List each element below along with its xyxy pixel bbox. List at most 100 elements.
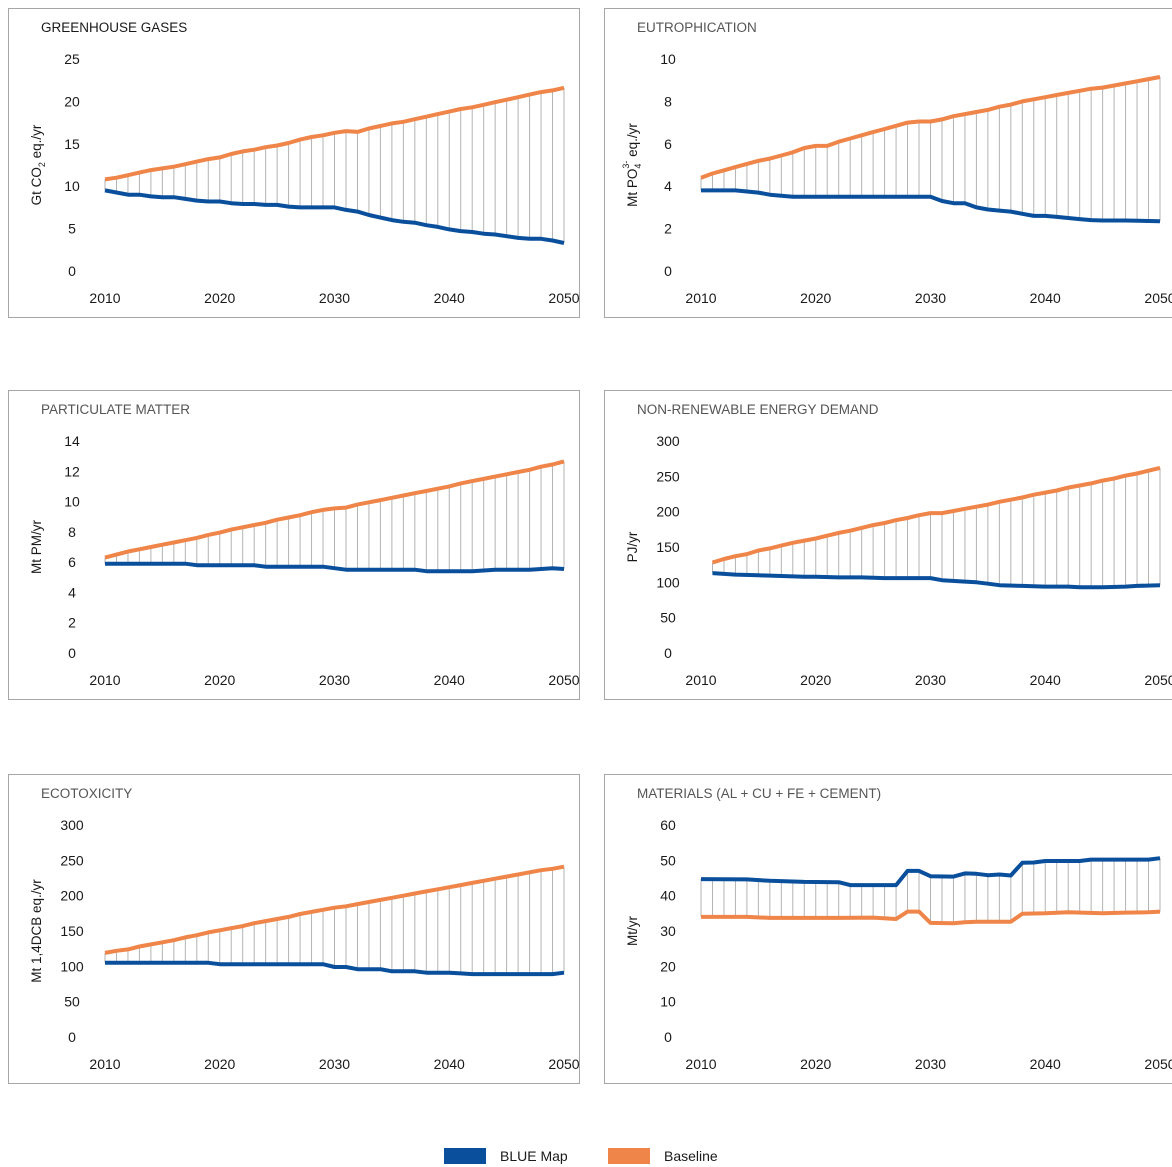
series-line-blue-map	[105, 960, 565, 977]
y-tick-label: 100	[656, 574, 680, 590]
y-tick-label: 100	[60, 958, 84, 974]
x-tick-label: 2010	[89, 672, 120, 688]
chart-panel-greenhouse-gases: GREENHOUSE GASES Gt CO2 eq./yr 0 5 10 15 20 25 2…	[8, 8, 580, 318]
legend-swatch-blue-map	[444, 1148, 486, 1164]
y-tick-label: 0	[68, 1029, 76, 1045]
x-tick-label: 2040	[1030, 1056, 1061, 1072]
y-tick-label: 0	[68, 645, 76, 661]
chart-svg-ecotoxicity: ECOTOXICITY Mt 1,4DCB eq./yr 0 50 100 150 200 2…	[29, 786, 580, 1072]
y-axis-label: Gt CO2 eq./yr	[29, 124, 47, 205]
y-axis-label: Mt PM/yr	[29, 520, 44, 574]
chart-legend: BLUE Map Baseline	[0, 1146, 1172, 1166]
legend-swatch-baseline	[608, 1148, 650, 1164]
x-tick-label: 2050	[548, 290, 579, 306]
x-tick-label: 2020	[204, 290, 235, 306]
x-tick-label: 2030	[915, 290, 946, 306]
chart-panel-eutrophication: EUTROPHICATION Mt PO43- eq./yr 0 2 4 6 8 10 2010…	[604, 8, 1172, 318]
x-tick-label: 2020	[800, 1056, 831, 1072]
chart-svg-non-renewable-energy: NON-RENEWABLE ENERGY DEMAND PJ/yr 0 50 100 15…	[625, 402, 1172, 688]
y-tick-label: 14	[64, 433, 80, 449]
y-tick-label: 0	[664, 645, 672, 661]
legend-label-blue-map: BLUE Map	[500, 1148, 568, 1164]
x-tick-label: 2010	[89, 1056, 120, 1072]
chart-svg-greenhouse-gases: GREENHOUSE GASES Gt CO2 eq./yr 0 5 10 15 20 25 2…	[29, 20, 580, 306]
y-tick-label: 150	[60, 923, 84, 939]
chart-panel-materials: MATERIALS (AL + CU + FE + CEMENT) Mt/yr 0 1…	[604, 774, 1172, 1084]
chart-panel-ecotoxicity: ECOTOXICITY Mt 1,4DCB eq./yr 0 50 100 150 200 2…	[8, 774, 580, 1084]
chart-title: NON-RENEWABLE ENERGY DEMAND	[637, 402, 879, 417]
legend-label-baseline: Baseline	[664, 1148, 718, 1164]
series-line-baseline	[701, 909, 1161, 926]
y-axis-label: Mt/yr	[625, 916, 640, 946]
chart-svg-eutrophication: EUTROPHICATION Mt PO43- eq./yr 0 2 4 6 8 10 2010…	[621, 20, 1172, 306]
x-tick-label: 2040	[434, 1056, 465, 1072]
y-tick-label: 0	[68, 263, 76, 279]
chart-title: GREENHOUSE GASES	[41, 20, 187, 35]
x-tick-label: 2040	[1030, 290, 1061, 306]
y-axis-label: Mt PO43- eq./yr	[621, 123, 643, 207]
chart-svg-materials: MATERIALS (AL + CU + FE + CEMENT) Mt/yr 0 1…	[625, 786, 1172, 1072]
y-tick-label: 2	[68, 615, 76, 631]
y-tick-label: 50	[660, 852, 676, 868]
chart-panel-non-renewable-energy: NON-RENEWABLE ENERGY DEMAND PJ/yr 0 50 100 15…	[604, 390, 1172, 700]
y-tick-label: 200	[60, 888, 84, 904]
y-tick-label: 6	[664, 136, 672, 152]
y-tick-label: 50	[660, 610, 676, 626]
y-tick-label: 12	[64, 463, 80, 479]
series-line-blue-map	[701, 188, 1161, 224]
y-tick-label: 40	[660, 888, 676, 904]
x-tick-label: 2020	[800, 672, 831, 688]
y-tick-label: 0	[664, 1029, 672, 1045]
chart-title: ECOTOXICITY	[41, 786, 132, 801]
y-tick-label: 8	[68, 524, 76, 540]
chart-title: PARTICULATE MATTER	[41, 402, 190, 417]
y-tick-label: 30	[660, 923, 676, 939]
series-line-blue-map	[712, 571, 1161, 590]
y-tick-label: 4	[68, 584, 76, 600]
y-tick-label: 10	[64, 494, 80, 510]
legend-item-blue-map: BLUE Map	[444, 1146, 568, 1166]
y-tick-label: 10	[660, 51, 676, 67]
y-tick-label: 8	[664, 93, 672, 109]
series-line-blue-map	[105, 561, 565, 574]
series-line-baseline	[104, 459, 565, 560]
x-tick-label: 2050	[1144, 672, 1172, 688]
y-tick-label: 20	[64, 93, 80, 109]
y-tick-label: 60	[660, 817, 676, 833]
series-line-baseline	[104, 85, 565, 182]
y-axis-label: PJ/yr	[625, 531, 640, 562]
x-tick-label: 2030	[319, 290, 350, 306]
y-tick-label: 50	[64, 994, 80, 1010]
y-tick-label: 2	[664, 221, 672, 237]
x-tick-label: 2010	[685, 672, 716, 688]
y-tick-label: 4	[664, 178, 672, 194]
x-tick-label: 2030	[319, 1056, 350, 1072]
chart-title: EUTROPHICATION	[637, 20, 757, 35]
x-tick-label: 2020	[204, 1056, 235, 1072]
y-tick-label: 250	[656, 468, 680, 484]
x-tick-label: 2040	[1030, 672, 1061, 688]
x-tick-label: 2040	[434, 290, 465, 306]
x-tick-label: 2010	[89, 290, 120, 306]
chart-panel-particulate-matter: PARTICULATE MATTER Mt PM/yr 0 2 4 6 8 10 12 14 201…	[8, 390, 580, 700]
y-tick-label: 20	[660, 958, 676, 974]
y-tick-label: 0	[664, 263, 672, 279]
series-line-baseline	[711, 465, 1161, 565]
y-tick-label: 6	[68, 554, 76, 570]
chart-title: MATERIALS (AL + CU + FE + CEMENT)	[637, 786, 881, 801]
x-tick-label: 2010	[685, 1056, 716, 1072]
x-tick-label: 2050	[548, 672, 579, 688]
series-line-blue-map	[104, 188, 565, 245]
series-line-baseline	[700, 75, 1161, 180]
x-tick-label: 2030	[319, 672, 350, 688]
x-tick-label: 2050	[548, 1056, 579, 1072]
chart-svg-particulate-matter: PARTICULATE MATTER Mt PM/yr 0 2 4 6 8 10 12 14 201…	[29, 402, 580, 688]
x-tick-label: 2050	[1144, 1056, 1172, 1072]
y-tick-label: 25	[64, 51, 80, 67]
y-axis-label: Mt 1,4DCB eq./yr	[29, 879, 44, 983]
x-tick-label: 2030	[915, 672, 946, 688]
y-tick-label: 5	[68, 221, 76, 237]
legend-item-baseline: Baseline	[608, 1146, 718, 1166]
y-tick-label: 250	[60, 852, 84, 868]
x-tick-label: 2010	[685, 290, 716, 306]
